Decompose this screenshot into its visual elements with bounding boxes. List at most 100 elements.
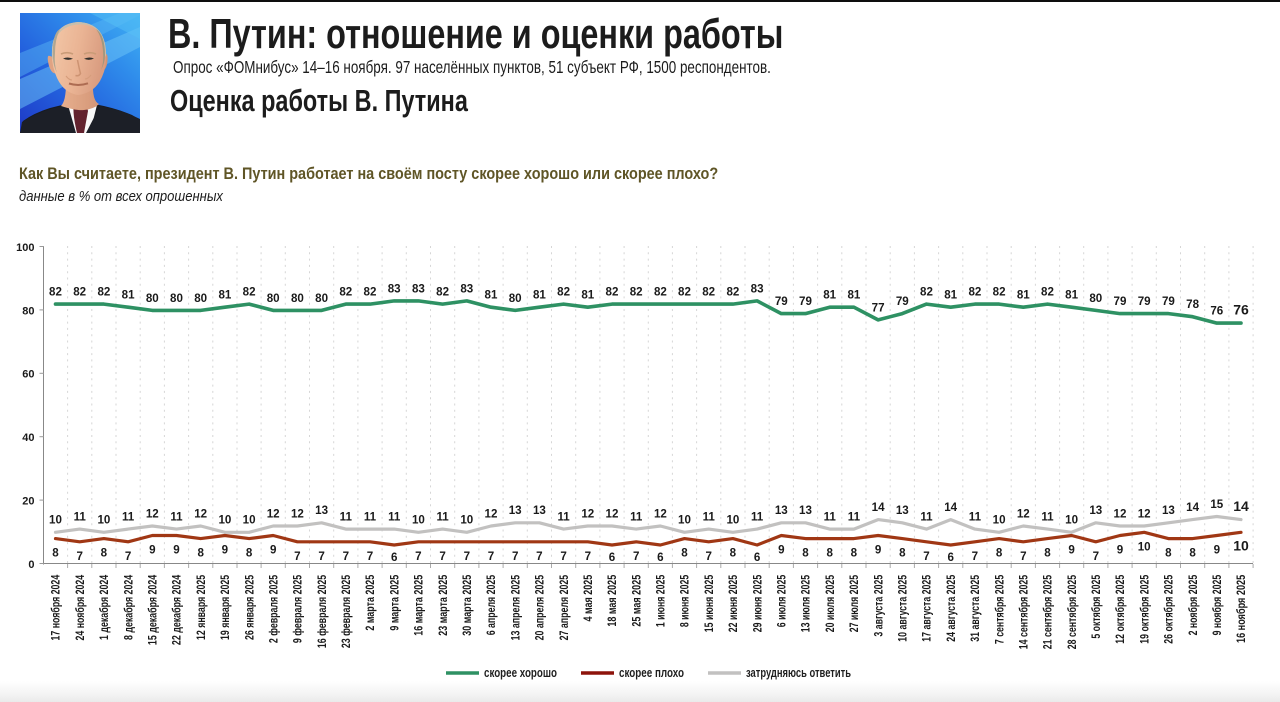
svg-text:7: 7 <box>125 550 131 563</box>
svg-text:7: 7 <box>488 550 494 563</box>
svg-text:9 марта 2025: 9 марта 2025 <box>387 575 401 631</box>
svg-text:82: 82 <box>1041 286 1054 299</box>
svg-text:78: 78 <box>1186 298 1199 311</box>
svg-text:81: 81 <box>533 289 546 302</box>
svg-text:81: 81 <box>1017 289 1030 302</box>
svg-text:77: 77 <box>872 301 885 314</box>
svg-text:80: 80 <box>194 292 207 305</box>
svg-text:7: 7 <box>923 550 929 563</box>
svg-text:9: 9 <box>1117 544 1124 557</box>
svg-text:2 февраля 2025: 2 февраля 2025 <box>266 575 280 644</box>
svg-text:11: 11 <box>824 511 837 524</box>
svg-text:14 сентября 2025: 14 сентября 2025 <box>1017 575 1031 650</box>
svg-text:82: 82 <box>49 286 62 299</box>
svg-text:2 марта 2025: 2 марта 2025 <box>363 575 377 631</box>
svg-text:7: 7 <box>415 550 421 563</box>
svg-text:6: 6 <box>609 551 616 564</box>
svg-text:12 января 2025: 12 января 2025 <box>194 575 208 640</box>
svg-text:80: 80 <box>170 292 183 305</box>
svg-text:24 ноября 2024: 24 ноября 2024 <box>73 575 87 641</box>
svg-text:12: 12 <box>1017 507 1030 520</box>
svg-text:81: 81 <box>485 289 498 302</box>
svg-text:9: 9 <box>270 544 277 557</box>
svg-text:14: 14 <box>872 501 885 514</box>
svg-text:16 марта 2025: 16 марта 2025 <box>412 575 426 636</box>
svg-text:76: 76 <box>1210 305 1223 318</box>
svg-text:82: 82 <box>702 286 715 299</box>
svg-text:8: 8 <box>197 547 204 560</box>
svg-text:8: 8 <box>802 547 809 560</box>
svg-text:16 ноября 2025: 16 ноября 2025 <box>1234 575 1248 643</box>
svg-text:9: 9 <box>149 544 156 557</box>
svg-text:10: 10 <box>49 514 62 527</box>
svg-text:7: 7 <box>536 550 542 563</box>
svg-text:25 мая 2025: 25 мая 2025 <box>629 575 643 627</box>
svg-text:8: 8 <box>996 547 1003 560</box>
svg-text:8: 8 <box>899 547 906 560</box>
svg-text:1 декабря 2024: 1 декабря 2024 <box>97 575 111 640</box>
svg-text:13: 13 <box>509 504 522 517</box>
svg-text:10: 10 <box>993 514 1006 527</box>
svg-text:7: 7 <box>367 550 373 563</box>
svg-text:11: 11 <box>630 511 643 524</box>
svg-text:7: 7 <box>972 550 978 563</box>
svg-text:79: 79 <box>799 295 812 308</box>
svg-text:20 июля 2025: 20 июля 2025 <box>823 575 837 633</box>
svg-text:22 июня 2025: 22 июня 2025 <box>726 575 740 633</box>
svg-text:82: 82 <box>678 286 691 299</box>
svg-text:80: 80 <box>1089 292 1102 305</box>
svg-text:11: 11 <box>364 511 377 524</box>
svg-text:23 марта 2025: 23 марта 2025 <box>436 575 450 636</box>
svg-text:19 января 2025: 19 января 2025 <box>218 575 232 640</box>
svg-text:29 июня 2025: 29 июня 2025 <box>750 575 764 633</box>
svg-text:10: 10 <box>460 514 473 527</box>
svg-text:11: 11 <box>388 511 401 524</box>
svg-text:82: 82 <box>436 286 449 299</box>
svg-text:12: 12 <box>267 507 280 520</box>
svg-text:15: 15 <box>1210 498 1223 511</box>
svg-text:82: 82 <box>73 286 86 299</box>
svg-text:скорее хорошо: скорее хорошо <box>484 666 557 680</box>
svg-text:1 июня 2025: 1 июня 2025 <box>654 575 668 628</box>
svg-text:13: 13 <box>896 504 909 517</box>
svg-text:12: 12 <box>1138 507 1151 520</box>
svg-text:79: 79 <box>1138 295 1151 308</box>
svg-text:80: 80 <box>146 292 159 305</box>
svg-text:12: 12 <box>291 507 304 520</box>
svg-text:83: 83 <box>751 282 764 295</box>
svg-text:79: 79 <box>775 295 788 308</box>
svg-text:10: 10 <box>1138 540 1151 553</box>
svg-text:81: 81 <box>1065 289 1078 302</box>
svg-text:8: 8 <box>826 547 833 560</box>
svg-text:12: 12 <box>1114 507 1127 520</box>
svg-text:82: 82 <box>364 286 377 299</box>
svg-text:10: 10 <box>243 514 256 527</box>
svg-text:9: 9 <box>778 544 785 557</box>
svg-text:7: 7 <box>343 550 349 563</box>
svg-text:8 июня 2025: 8 июня 2025 <box>678 575 692 628</box>
svg-text:6: 6 <box>754 551 761 564</box>
svg-text:7: 7 <box>318 550 324 563</box>
svg-text:9 февраля 2025: 9 февраля 2025 <box>291 575 305 644</box>
svg-text:80: 80 <box>315 292 328 305</box>
svg-text:7: 7 <box>439 550 445 563</box>
svg-text:11: 11 <box>170 511 183 524</box>
svg-text:15 декабря 2024: 15 декабря 2024 <box>146 575 160 646</box>
svg-text:80: 80 <box>291 292 304 305</box>
svg-text:7: 7 <box>560 550 566 563</box>
svg-text:14: 14 <box>944 501 957 514</box>
svg-text:9: 9 <box>875 544 882 557</box>
svg-text:82: 82 <box>993 286 1006 299</box>
svg-text:10: 10 <box>412 514 425 527</box>
svg-text:30 марта 2025: 30 марта 2025 <box>460 575 474 636</box>
svg-text:7: 7 <box>464 550 470 563</box>
svg-text:9: 9 <box>1214 544 1221 557</box>
svg-text:4 мая 2025: 4 мая 2025 <box>581 575 595 622</box>
svg-text:12: 12 <box>581 507 594 520</box>
svg-text:13 апреля 2025: 13 апреля 2025 <box>508 575 522 641</box>
svg-text:17 ноября 2024: 17 ноября 2024 <box>49 575 63 641</box>
svg-text:11: 11 <box>122 511 135 524</box>
svg-text:82: 82 <box>654 286 667 299</box>
svg-text:7: 7 <box>633 550 639 563</box>
svg-text:82: 82 <box>97 286 110 299</box>
